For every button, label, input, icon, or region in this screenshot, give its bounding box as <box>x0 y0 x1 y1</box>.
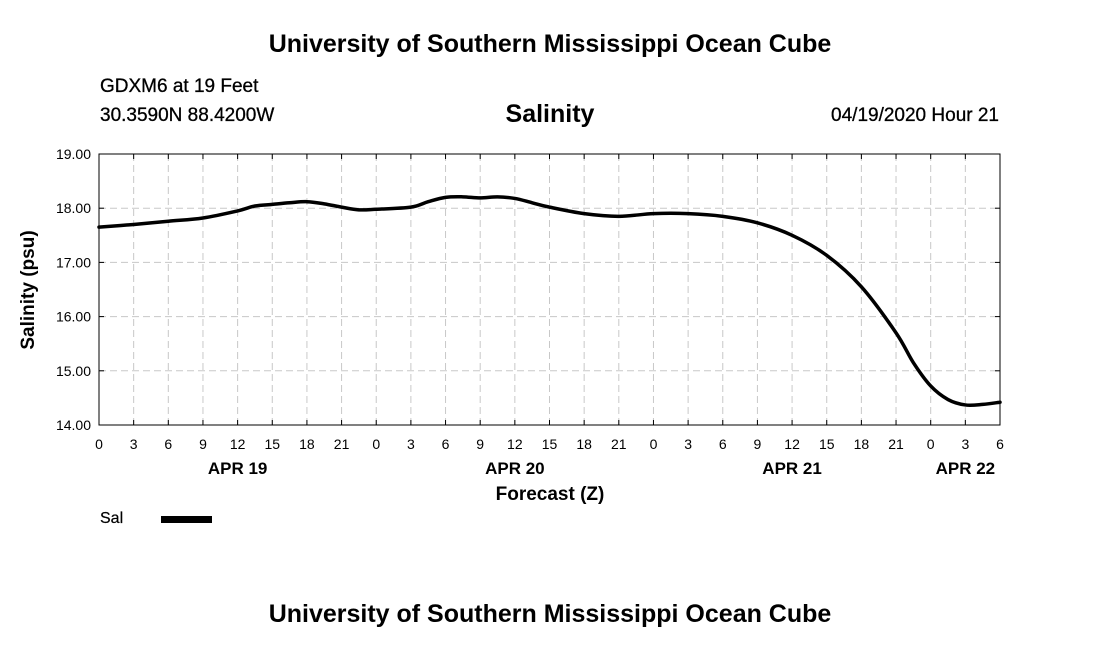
x-tick-label: 18 <box>299 436 315 452</box>
x-tick-label: 9 <box>754 436 762 452</box>
date-label: APR 19 <box>208 459 268 478</box>
x-tick-label: 6 <box>164 436 172 452</box>
y-tick-label: 18.00 <box>56 200 91 216</box>
date-label: APR 21 <box>762 459 822 478</box>
x-tick-label: 3 <box>407 436 415 452</box>
date-label: APR 20 <box>485 459 545 478</box>
x-tick-label: 3 <box>961 436 969 452</box>
x-tick-label: 0 <box>95 436 103 452</box>
y-tick-label: 15.00 <box>56 363 91 379</box>
x-axis-title: Forecast (Z) <box>496 484 605 505</box>
date-label: APR 22 <box>936 459 996 478</box>
x-tick-label: 18 <box>576 436 592 452</box>
x-tick-label: 6 <box>442 436 450 452</box>
x-tick-label: 9 <box>199 436 207 452</box>
x-tick-label: 0 <box>372 436 380 452</box>
date-labels: APR 19 APR 20 APR 21 APR 22 <box>208 459 995 478</box>
x-tick-label: 6 <box>996 436 1004 452</box>
x-tick-label: 21 <box>888 436 904 452</box>
y-tick-label: 14.00 <box>56 417 91 433</box>
station-label: GDXM6 at 19 Feet <box>100 76 259 97</box>
x-tick-label: 21 <box>611 436 627 452</box>
x-tick-label: 21 <box>334 436 350 452</box>
x-tick-label: 6 <box>719 436 727 452</box>
x-tick-label: 15 <box>819 436 835 452</box>
x-tick-label: 0 <box>927 436 935 452</box>
x-tick-label: 12 <box>507 436 523 452</box>
coordinates-label: 30.3590N 88.4200W <box>100 105 275 126</box>
y-axis-tick-labels: 14.00 15.00 16.00 17.00 18.00 19.00 <box>56 146 91 433</box>
x-tick-label: 12 <box>230 436 246 452</box>
legend-line-swatch <box>161 516 212 523</box>
x-tick-label: 18 <box>854 436 870 452</box>
x-axis-tick-labels: 0 3 6 9 12 15 18 21 0 3 6 9 12 15 18 21 0 3 6 9 12 15 18 21 0 3 6 <box>95 436 1004 452</box>
grid <box>99 154 1000 425</box>
y-tick-label: 16.00 <box>56 309 91 325</box>
x-tick-label: 3 <box>130 436 138 452</box>
legend-label: Sal <box>100 510 124 527</box>
x-tick-label: 12 <box>784 436 800 452</box>
y-tick-label: 17.00 <box>56 254 91 270</box>
footer-title: University of Southern Mississippi Ocean… <box>268 600 832 628</box>
x-tick-label: 3 <box>684 436 692 452</box>
y-axis-title: Salinity (psu) <box>18 230 39 349</box>
datetime-label: 04/19/2020 Hour 21 <box>831 105 999 126</box>
x-tick-label: 15 <box>542 436 558 452</box>
x-tick-label: 9 <box>476 436 484 452</box>
page-title: University of Southern Mississippi Ocean… <box>268 30 832 58</box>
axis-ticks <box>98 153 1001 426</box>
x-tick-label: 0 <box>650 436 658 452</box>
chart-title: Salinity <box>505 100 595 128</box>
y-tick-label: 19.00 <box>56 146 91 162</box>
series-line-sal <box>97 194 1002 408</box>
x-tick-label: 15 <box>264 436 280 452</box>
